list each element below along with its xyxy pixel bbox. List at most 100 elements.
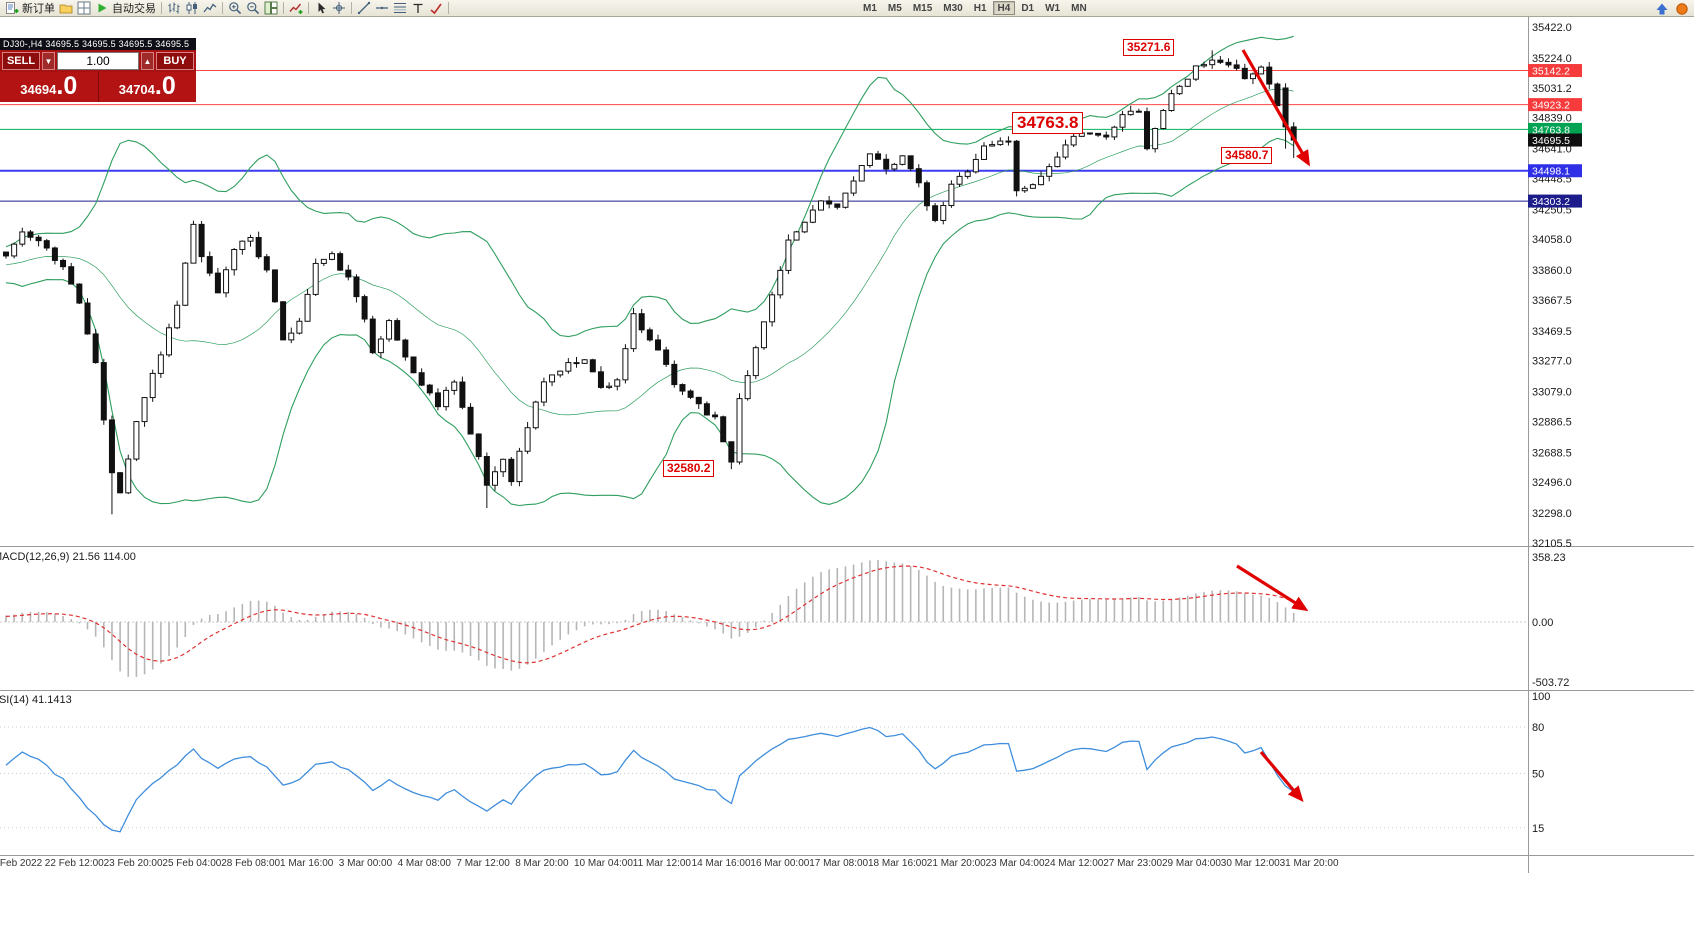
timeframe-m30-button[interactable]: M30	[943, 3, 963, 14]
candle-body	[850, 180, 857, 194]
candle-body	[1266, 66, 1273, 85]
timeframe-h4-button[interactable]: H4	[992, 1, 1016, 15]
candle-body	[247, 236, 254, 242]
crosshair-button[interactable]	[330, 1, 348, 16]
charts-grid-button[interactable]	[75, 1, 93, 16]
timeframe-h1-button[interactable]: H1	[973, 3, 987, 14]
timeframe-m5-button[interactable]: M5	[887, 3, 902, 14]
candle-body	[1054, 156, 1061, 168]
candle-body	[198, 223, 205, 258]
rsi-axis-label: 50	[1532, 769, 1544, 781]
trendline-button[interactable]	[355, 1, 373, 16]
zoom-in-button[interactable]	[226, 1, 244, 16]
price-annotation[interactable]: 34763.8	[1012, 112, 1084, 134]
candle-body	[231, 248, 238, 271]
price-tag: 34498.1	[1528, 164, 1582, 178]
timeframe-m1-button[interactable]: M1	[863, 3, 877, 14]
hline-button[interactable]	[373, 1, 391, 16]
timeframe-mn-button[interactable]: MN	[1071, 3, 1087, 14]
text-icon	[413, 3, 423, 13]
trend-arrow[interactable]	[1241, 49, 1310, 167]
timeframe-m15-button[interactable]: M15	[912, 3, 933, 14]
macd-axis-label: 358.23	[1532, 552, 1566, 564]
trade-prices-row: 34694.0 34704.0	[0, 72, 196, 102]
cursor-button[interactable]	[312, 1, 330, 16]
volume-stepper[interactable]: ▲	[141, 52, 154, 70]
candle-body	[777, 269, 784, 296]
scroll-to-end-button[interactable]	[1653, 1, 1671, 16]
autotrading-button-label: 自动交易	[112, 3, 156, 15]
candle-body	[361, 296, 368, 320]
autotrading-button[interactable]: 自动交易	[93, 1, 158, 16]
candle-body	[11, 243, 18, 257]
candle-chart-button[interactable]	[183, 1, 201, 16]
candle-body	[524, 427, 531, 452]
candle-body	[793, 231, 800, 241]
price-axis-label: 33277.0	[1532, 356, 1572, 368]
candle-body	[214, 272, 221, 294]
timeframe-w1-button[interactable]: W1	[1045, 3, 1061, 14]
candle-body	[1086, 132, 1093, 135]
sell-button[interactable]: SELL	[2, 52, 40, 70]
bollinger-upper-band	[5, 35, 1294, 338]
indicators-button[interactable]	[287, 1, 305, 16]
candle-body	[27, 231, 34, 238]
buy-price-button[interactable]: 34704.0	[97, 72, 197, 102]
macd-indicator-label: MACD(12,26,9) 21.56 114.00	[0, 551, 136, 563]
fibo-icon	[394, 3, 406, 13]
bar-chart-button[interactable]	[165, 1, 183, 16]
time-axis-label: 30 Mar 12:00	[1221, 858, 1280, 869]
buy-price-pips: .0	[154, 72, 176, 100]
sell-dropdown[interactable]: ▼	[42, 52, 55, 70]
sell-price-button[interactable]: 34694.0	[0, 72, 98, 102]
line-chart-button[interactable]	[201, 1, 219, 16]
candle-body	[125, 458, 132, 494]
text-button[interactable]	[409, 1, 427, 16]
candle-body	[785, 239, 792, 271]
candle-body	[117, 472, 124, 494]
candle-body	[565, 362, 572, 372]
candle-body	[1192, 65, 1199, 80]
price-annotation[interactable]: 32580.2	[663, 460, 715, 477]
candle-body	[394, 320, 401, 341]
timeframe-toolbar: M1 M5 M15 M30 H1 H4 D1 W1 MN	[858, 1, 1092, 15]
volume-input[interactable]	[57, 52, 139, 70]
timeframe-d1-button[interactable]: D1	[1021, 3, 1035, 14]
time-axis-label: 25 Feb 04:00	[162, 858, 221, 869]
candle-body	[166, 327, 172, 356]
bollinger-middle-band	[5, 88, 1294, 416]
new-order-button[interactable]: 新订单	[3, 1, 57, 16]
candle-body	[1184, 78, 1191, 87]
rsi-indicator-label: RSI(14) 41.1413	[0, 694, 72, 706]
candle-body	[459, 381, 466, 408]
indicators-icon	[289, 3, 303, 14]
arrows-button[interactable]	[427, 1, 445, 16]
candle-body	[1070, 135, 1077, 146]
record-button[interactable]	[1673, 1, 1691, 16]
price-annotation[interactable]: 35271.6	[1123, 39, 1175, 56]
candle-body	[386, 320, 393, 340]
candle-body	[981, 145, 987, 160]
tile-windows-button[interactable]	[262, 1, 280, 16]
fibo-button[interactable]	[391, 1, 409, 16]
trend-arrow[interactable]	[1259, 750, 1304, 803]
profiles-button[interactable]	[57, 1, 75, 16]
candle-body	[483, 456, 490, 486]
candle-body	[606, 385, 613, 388]
candle-body	[271, 269, 278, 303]
chevron-up-icon: ▲	[143, 56, 152, 66]
candle-body	[948, 183, 955, 207]
charts-grid-icon	[77, 1, 91, 15]
zoom-out-button[interactable]	[244, 1, 262, 16]
candle-body	[1274, 83, 1281, 107]
candle-body	[972, 158, 979, 173]
candle-body	[377, 338, 384, 354]
buy-button[interactable]: BUY	[156, 52, 194, 70]
price-annotation[interactable]: 34580.7	[1221, 147, 1273, 164]
price-axis-label: 32105.5	[1532, 538, 1572, 550]
time-axis-label: 11 Mar 12:00	[633, 858, 692, 869]
trend-arrow[interactable]	[1236, 564, 1309, 612]
candle-body	[239, 240, 246, 250]
candle-body	[92, 333, 99, 364]
